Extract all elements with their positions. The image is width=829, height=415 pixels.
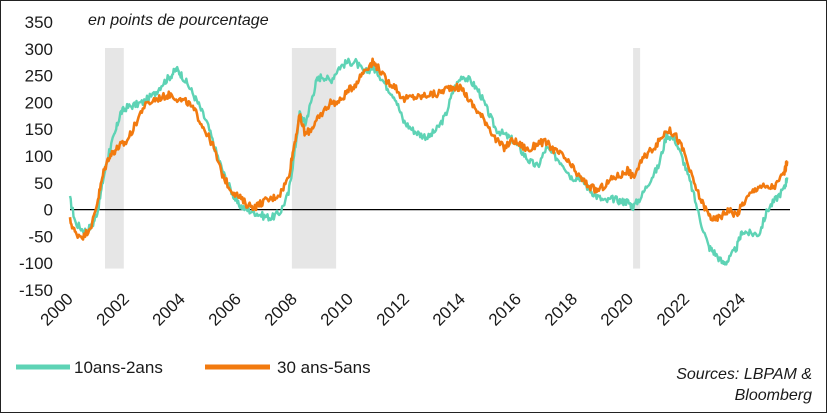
x-tick-label: 2004 [149, 289, 189, 329]
x-tick-label: 2024 [709, 289, 749, 329]
y-tick-label: -100 [19, 254, 53, 273]
shaded-period-2 [633, 48, 641, 269]
legend-label-30ans-5ans: 30 ans-5ans [277, 358, 371, 377]
y-tick-label: 50 [34, 174, 53, 193]
y-tick-label: 100 [25, 147, 53, 166]
source-line-2: Bloomberg [735, 387, 812, 404]
source-line-1: Sources: LBPAM & [676, 366, 812, 383]
shaded-periods [105, 48, 641, 269]
x-axis-ticks: 2000 2002 2004 2006 2008 2010 2012 2014 2016 2018… [37, 289, 750, 329]
y-tick-label: 0 [44, 201, 53, 220]
y-tick-label: 150 [25, 120, 53, 139]
x-tick-label: 2002 [93, 289, 133, 329]
legend: 10ans-2ans 30 ans-5ans [16, 358, 371, 377]
y-tick-label: 200 [25, 93, 53, 112]
legend-label-10ans-2ans: 10ans-2ans [74, 358, 163, 377]
y-tick-label: -150 [19, 281, 53, 300]
x-tick-label: 2016 [485, 289, 525, 329]
series-group [68, 57, 789, 266]
unit-annotation: en points de pourcentage [88, 12, 269, 29]
y-tick-label: 350 [25, 13, 53, 32]
x-tick-label: 2008 [261, 289, 301, 329]
x-tick-label: 2012 [373, 289, 413, 329]
x-tick-label: 2018 [541, 289, 581, 329]
x-tick-label: 2006 [205, 289, 245, 329]
y-tick-label: 300 [25, 40, 53, 59]
series-line-0 [68, 57, 789, 266]
x-tick-label: 2014 [429, 289, 469, 329]
x-tick-label: 2020 [597, 289, 637, 329]
x-tick-label: 2022 [653, 289, 693, 329]
shaded-period-0 [105, 48, 124, 269]
y-tick-label: -50 [28, 227, 53, 246]
series-line-1 [68, 57, 789, 241]
x-tick-label: 2010 [317, 289, 357, 329]
y-axis-ticks: -150 -100 -50 0 50 100 150 200 250 300 350 [19, 13, 53, 300]
y-tick-label: 250 [25, 67, 53, 86]
shaded-period-1 [291, 48, 337, 269]
